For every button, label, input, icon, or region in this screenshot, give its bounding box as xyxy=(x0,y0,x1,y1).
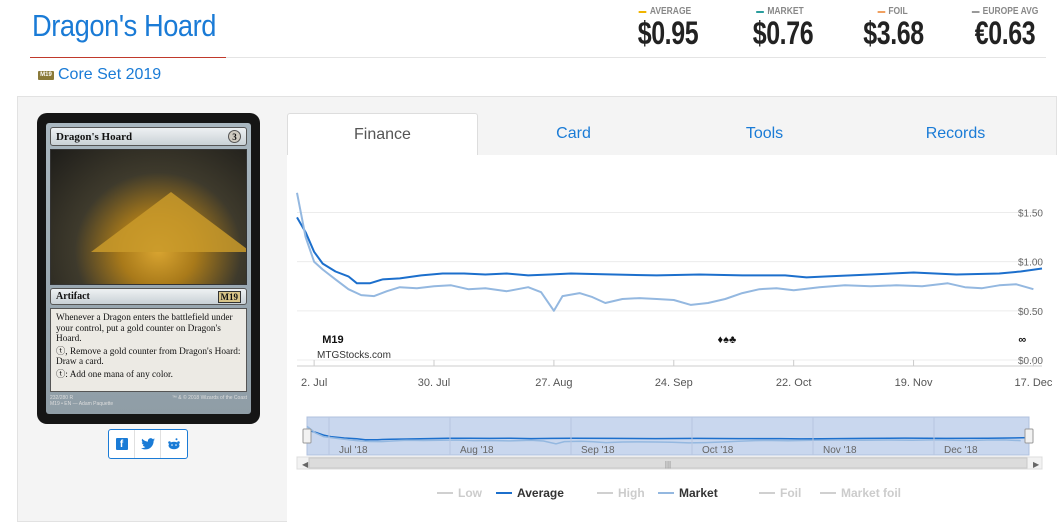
scrollbar-thumb[interactable] xyxy=(308,457,1028,469)
tab-tools[interactable]: Tools xyxy=(745,125,784,142)
navigator-label: Sep '18 xyxy=(581,445,615,456)
x-tick-label: 27. Aug xyxy=(535,377,572,389)
price-value: €0.63 xyxy=(974,15,1036,51)
price-value: $0.95 xyxy=(637,15,699,51)
facebook-share-button[interactable]: f xyxy=(109,430,135,458)
navigator-label: Aug '18 xyxy=(460,445,494,456)
navigator-label: Oct '18 xyxy=(702,445,734,456)
set-release-marker: ♦♠♣ xyxy=(718,334,737,346)
price-chart[interactable]: $1.50 $1.00 $0.50 $0.00 2. Jul 30. Jul 27. Aug… xyxy=(287,155,1057,522)
rules-line: ⓣ: Add one mana of any color. xyxy=(56,369,173,380)
navigator-label: Jul '18 xyxy=(339,445,368,456)
rules-line: ⓣ, Remove a gold counter from Dragon's H… xyxy=(56,346,241,368)
set-release-marker: ∞ xyxy=(1018,334,1026,346)
navigator-handle-right[interactable] xyxy=(1024,428,1034,444)
price-summary: AVERAGE $0.95 MARKET $0.76 FOIL $3.68 EU… xyxy=(0,6,1057,56)
navigator-label: Nov '18 xyxy=(823,445,857,456)
facebook-icon: f xyxy=(115,438,128,450)
tab-finance[interactable]: Finance xyxy=(287,113,478,155)
scroll-left-icon: ◀ xyxy=(302,460,309,469)
twitter-icon xyxy=(140,438,155,450)
navigator-selection xyxy=(306,416,1030,456)
card-set-symbol: M19 xyxy=(217,290,241,303)
price-label: MARKET xyxy=(767,6,804,17)
x-tick-label: 22. Oct xyxy=(776,377,811,389)
card-type-line: Artifact xyxy=(56,291,90,302)
price-value: $0.76 xyxy=(752,15,814,51)
twitter-share-button[interactable] xyxy=(135,430,161,458)
legend-item-foil[interactable]: Foil xyxy=(780,486,801,500)
collector-number: 232/280 R xyxy=(50,395,74,401)
price-average: AVERAGE $0.95 xyxy=(630,6,700,52)
rules-line: Whenever a Dragon enters the battlefield… xyxy=(56,313,233,344)
legend-item-low[interactable]: Low xyxy=(458,486,483,500)
x-tick-label: 24. Sep xyxy=(655,377,693,389)
foil-dash xyxy=(877,10,885,13)
legend-item-average[interactable]: Average xyxy=(517,486,564,500)
price-market: MARKET $0.76 xyxy=(745,6,815,52)
card-footer: 232/280 R M19 • EN — Adam Paquette ™ & © … xyxy=(50,395,247,407)
price-label: AVERAGE xyxy=(649,6,692,17)
europe-dash xyxy=(971,10,980,13)
set-link[interactable]: M19 Core Set 2019 xyxy=(38,66,161,84)
y-tick-label: $0.50 xyxy=(1018,307,1043,318)
set-name: Core Set 2019 xyxy=(58,66,162,83)
watermark: MTGStocks.com xyxy=(317,350,391,361)
price-label: EUROPE AVG xyxy=(982,6,1039,17)
legend-item-market[interactable]: Market xyxy=(679,486,718,500)
navigator-series xyxy=(306,429,1030,441)
navigator-series xyxy=(306,425,1021,445)
tab-card[interactable]: Card xyxy=(556,125,591,142)
price-label: FOIL xyxy=(888,6,908,17)
reddit-share-button[interactable] xyxy=(161,430,187,458)
card-title: Dragon's Hoard xyxy=(32,8,217,43)
market-dash xyxy=(756,10,764,13)
scroll-right-icon: ▶ xyxy=(1033,460,1040,469)
x-tick-label: 19. Nov xyxy=(895,377,933,389)
card-art xyxy=(50,149,247,285)
navigator-label: Dec '18 xyxy=(944,445,978,456)
share-buttons: f xyxy=(108,429,188,459)
series-line-market xyxy=(296,192,1034,312)
x-tick-label: 30. Jul xyxy=(418,377,450,389)
card-rules-text: Whenever a Dragon enters the battlefield… xyxy=(50,308,247,392)
set-icon: M19 xyxy=(38,70,54,80)
price-foil: FOIL $3.68 xyxy=(855,6,930,52)
series-line-average xyxy=(296,216,1043,285)
card-set-line: M19 • EN — Adam Paquette xyxy=(50,401,114,407)
tab-records[interactable]: Records xyxy=(925,125,986,142)
y-tick-label: $0.00 xyxy=(1018,356,1043,367)
price-chart-area: $1.50 $1.00 $0.50 $0.00 2. Jul 30. Jul 27. Aug… xyxy=(287,155,1057,522)
average-dash xyxy=(638,10,647,13)
price-europe: EUROPE AVG €0.63 xyxy=(965,6,1045,52)
y-tick-label: $1.00 xyxy=(1018,258,1043,269)
card-image-name: Dragon's Hoard xyxy=(56,130,133,143)
navigator-handle-left[interactable] xyxy=(302,428,312,444)
legend-item-high[interactable]: High xyxy=(618,486,645,500)
price-value: $3.68 xyxy=(863,15,924,51)
y-tick-label: $1.50 xyxy=(1018,209,1043,220)
card-name-bar: Dragon's Hoard 3 xyxy=(50,127,247,146)
header-divider xyxy=(226,57,1046,58)
copyright: ™ & © 2018 Wizards of the Coast xyxy=(171,395,247,401)
set-release-marker: M19 xyxy=(322,334,343,346)
x-tick-label: 2. Jul xyxy=(301,377,327,389)
legend-item-market-foil[interactable]: Market foil xyxy=(841,486,901,500)
card-image[interactable]: Dragon's Hoard 3 Artifact M19 Whenever a… xyxy=(37,113,260,424)
mana-cost: 3 xyxy=(228,130,241,143)
x-tick-label: 17. Dec xyxy=(1014,377,1052,389)
scrollbar-grip-icon: ||| xyxy=(665,460,671,469)
reddit-icon xyxy=(168,438,180,450)
card-type-bar: Artifact M19 xyxy=(50,288,247,305)
tab-bar: Finance Card Tools Records xyxy=(287,113,1051,155)
title-underline xyxy=(30,57,226,58)
